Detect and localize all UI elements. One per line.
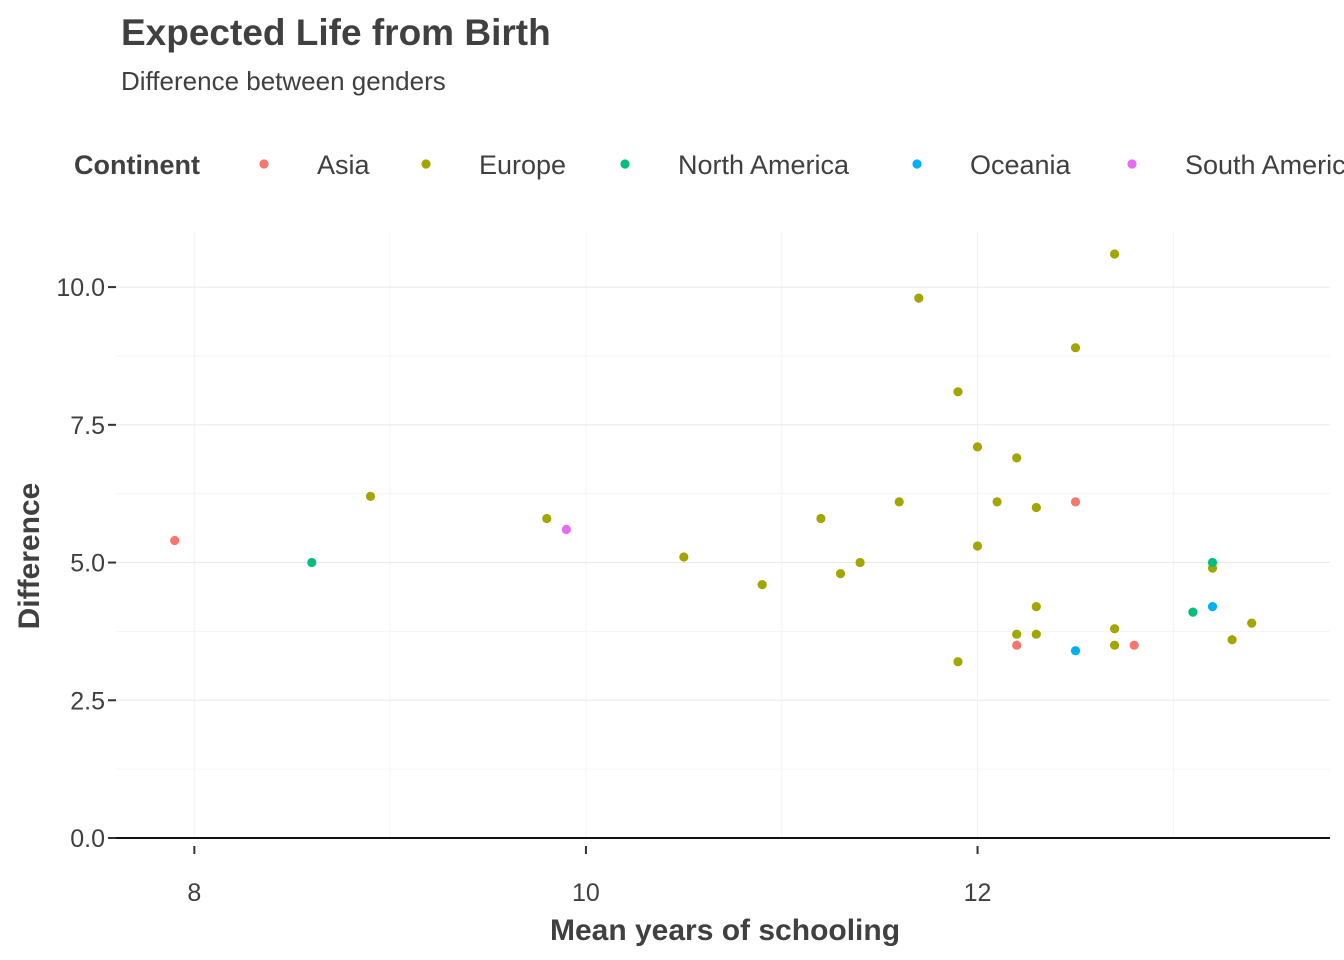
point-north-america — [307, 557, 317, 568]
point-europe — [894, 497, 904, 507]
y-tick-label: 7.5 — [70, 412, 105, 440]
point-europe — [679, 552, 689, 562]
x-tick-label: 12 — [964, 879, 992, 907]
point-europe — [972, 541, 983, 551]
y-tick-label: 0.0 — [70, 825, 105, 853]
x-axis-label: Mean years of schooling — [550, 914, 900, 947]
y-axis-label: Difference — [13, 483, 46, 630]
point-asia — [1129, 640, 1139, 650]
point-europe — [972, 442, 983, 452]
legend-key-south-america — [1127, 159, 1137, 169]
legend-label-south-america: South America — [1185, 150, 1344, 180]
legend-title: Continent — [74, 150, 200, 180]
point-europe — [953, 387, 963, 397]
point-oceania — [1207, 602, 1218, 612]
point-europe — [992, 497, 1002, 507]
x-tick-label: 8 — [187, 879, 201, 907]
point-asia — [170, 535, 180, 546]
point-europe — [1070, 343, 1081, 353]
point-europe — [1012, 629, 1022, 639]
point-europe — [1031, 629, 1041, 639]
legend: Continent Asia Europe North America Oceania… — [74, 150, 1344, 180]
point-oceania — [1070, 646, 1081, 656]
point-north-america — [1207, 557, 1218, 568]
point-europe — [1031, 602, 1041, 612]
grid-lines — [116, 232, 1330, 838]
legend-label-asia: Asia — [317, 150, 371, 180]
legend-label-oceania: Oceania — [970, 150, 1072, 180]
point-asia — [1012, 640, 1022, 650]
point-europe — [542, 513, 552, 524]
axes: 0.0 2.5 5.0 7.5 10.0 8 10 12 — [56, 274, 1330, 907]
point-europe — [1110, 249, 1120, 259]
point-north-america — [1188, 607, 1198, 617]
point-europe — [1227, 635, 1237, 645]
chart-subtitle: Difference between genders — [121, 66, 446, 96]
point-europe — [1031, 502, 1041, 513]
point-europe — [816, 513, 826, 524]
legend-key-asia — [259, 159, 269, 169]
y-tick-label: 10.0 — [56, 274, 105, 302]
x-tick-label: 10 — [572, 879, 600, 907]
point-europe — [757, 580, 767, 590]
point-europe — [1012, 453, 1022, 463]
legend-label-north-america: North America — [678, 150, 850, 180]
legend-key-north-america — [620, 159, 630, 169]
point-europe — [914, 293, 924, 303]
data-points — [170, 249, 1257, 667]
y-tick-label: 2.5 — [70, 687, 105, 715]
legend-key-oceania — [912, 159, 922, 169]
legend-label-europe: Europe — [479, 150, 566, 180]
point-europe — [855, 557, 865, 568]
point-europe — [953, 657, 963, 667]
y-tick-label: 5.0 — [70, 550, 105, 578]
point-europe — [1247, 618, 1257, 628]
chart-title: Expected Life from Birth — [121, 12, 551, 53]
point-europe — [1110, 640, 1120, 650]
point-europe — [835, 569, 846, 579]
point-south-america — [561, 524, 572, 535]
point-asia — [1070, 497, 1081, 507]
point-europe — [1110, 624, 1120, 634]
legend-key-europe — [421, 159, 431, 169]
point-europe — [365, 491, 376, 501]
